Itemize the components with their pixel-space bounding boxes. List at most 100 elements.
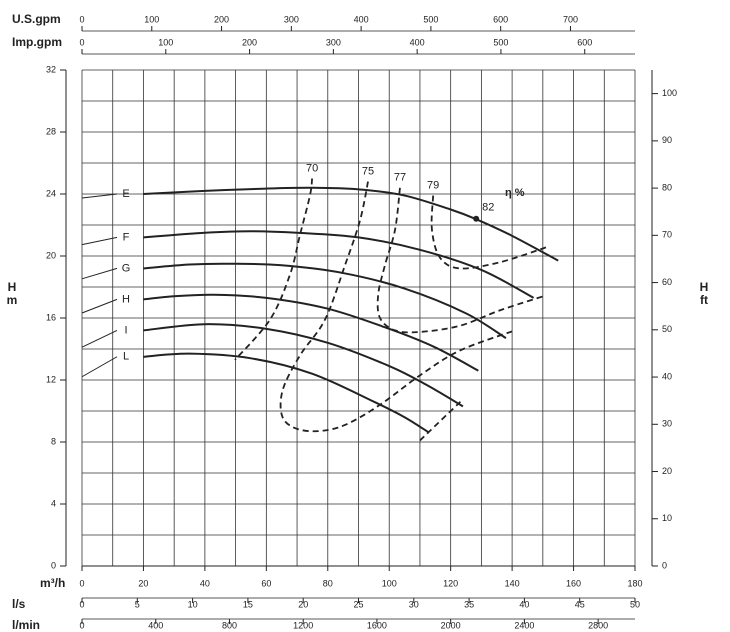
y2-tick-label: 10 bbox=[662, 513, 672, 523]
secondary-tick-label: 45 bbox=[575, 599, 585, 609]
secondary-tick-label: 100 bbox=[158, 37, 173, 47]
secondary-tick-label: 0 bbox=[79, 37, 84, 47]
curve-label: I bbox=[124, 324, 127, 336]
axis-label: Imp.gpm bbox=[12, 35, 62, 49]
x-tick-label: 0 bbox=[79, 578, 84, 588]
efficiency-point bbox=[473, 215, 480, 222]
y-tick-label: 4 bbox=[51, 498, 56, 508]
efficiency-curve bbox=[279, 181, 516, 433]
x-tick-label: 140 bbox=[505, 578, 520, 588]
curve-leader bbox=[81, 193, 118, 199]
efficiency-curve bbox=[234, 178, 463, 442]
curve-label: E bbox=[122, 188, 129, 200]
curve-leader bbox=[81, 329, 118, 348]
secondary-tick-label: 15 bbox=[243, 599, 253, 609]
head-curve bbox=[143, 262, 507, 339]
secondary-tick-label: 300 bbox=[284, 14, 299, 24]
secondary-tick-label: 600 bbox=[493, 14, 508, 24]
secondary-tick-label: 0 bbox=[79, 620, 84, 630]
head-curve bbox=[143, 352, 430, 434]
secondary-tick-label: 2400 bbox=[514, 620, 534, 630]
secondary-tick-label: 500 bbox=[493, 37, 508, 47]
secondary-tick-label: 800 bbox=[222, 620, 237, 630]
x-tick-label: 60 bbox=[261, 578, 271, 588]
y2-tick-label: 50 bbox=[662, 324, 672, 334]
secondary-tick-label: 500 bbox=[423, 14, 438, 24]
curve-leader bbox=[81, 298, 118, 314]
y2-tick-label: 30 bbox=[662, 419, 672, 429]
efficiency-curve bbox=[430, 195, 549, 270]
efficiency-value: 77 bbox=[394, 172, 406, 184]
x-label: m³/h bbox=[40, 576, 65, 590]
secondary-tick-label: 0 bbox=[79, 14, 84, 24]
secondary-tick-label: 700 bbox=[563, 14, 578, 24]
x-tick-label: 120 bbox=[443, 578, 458, 588]
secondary-tick-label: 10 bbox=[188, 599, 198, 609]
y2-label: H bbox=[700, 280, 709, 294]
x-tick-label: 40 bbox=[200, 578, 210, 588]
secondary-tick-label: 0 bbox=[79, 599, 84, 609]
x-tick-label: 180 bbox=[627, 578, 642, 588]
secondary-tick-label: 20 bbox=[298, 599, 308, 609]
y2-tick-label: 70 bbox=[662, 230, 672, 240]
efficiency-curve bbox=[376, 187, 544, 334]
secondary-tick-label: 400 bbox=[354, 14, 369, 24]
secondary-tick-label: 400 bbox=[148, 620, 163, 630]
secondary-tick-label: 30 bbox=[409, 599, 419, 609]
head-curve bbox=[143, 293, 479, 372]
curve-label: L bbox=[123, 351, 129, 363]
curve-label: G bbox=[122, 262, 131, 274]
secondary-tick-label: 2000 bbox=[441, 620, 461, 630]
secondary-tick-label: 50 bbox=[630, 599, 640, 609]
secondary-tick-label: 40 bbox=[519, 599, 529, 609]
y-tick-label: 0 bbox=[51, 560, 56, 570]
head-curve bbox=[143, 186, 559, 262]
secondary-tick-label: 600 bbox=[577, 37, 592, 47]
axis-label: U.S.gpm bbox=[12, 12, 61, 26]
y2-unit: ft bbox=[700, 293, 708, 307]
efficiency-value: 75 bbox=[362, 166, 374, 178]
secondary-tick-label: 200 bbox=[242, 37, 257, 47]
x-tick-label: 80 bbox=[323, 578, 333, 588]
secondary-tick-label: 400 bbox=[410, 37, 425, 47]
axis-label: l/s bbox=[12, 597, 26, 611]
x-tick-label: 160 bbox=[566, 578, 581, 588]
x-tick-label: 20 bbox=[138, 578, 148, 588]
secondary-tick-label: 300 bbox=[326, 37, 341, 47]
y2-tick-label: 80 bbox=[662, 182, 672, 192]
efficiency-label: η % bbox=[505, 187, 525, 199]
secondary-tick-label: 35 bbox=[464, 599, 474, 609]
y-tick-label: 20 bbox=[46, 250, 56, 260]
y2-tick-label: 0 bbox=[662, 560, 667, 570]
secondary-tick-label: 25 bbox=[353, 599, 363, 609]
secondary-tick-label: 2800 bbox=[588, 620, 608, 630]
y2-tick-label: 20 bbox=[662, 466, 672, 476]
secondary-tick-label: 1200 bbox=[293, 620, 313, 630]
y-label: H bbox=[8, 280, 17, 294]
axis-label: l/min bbox=[12, 618, 40, 632]
curve-leader bbox=[81, 356, 118, 378]
curve-label: F bbox=[123, 231, 130, 243]
secondary-tick-label: 5 bbox=[135, 599, 140, 609]
y-tick-label: 24 bbox=[46, 188, 56, 198]
x-tick-label: 100 bbox=[382, 578, 397, 588]
secondary-tick-label: 1600 bbox=[367, 620, 387, 630]
head-curve bbox=[143, 323, 464, 408]
y2-tick-label: 40 bbox=[662, 371, 672, 381]
curve-leader bbox=[81, 267, 118, 280]
y2-tick-label: 60 bbox=[662, 277, 672, 287]
y-tick-label: 16 bbox=[46, 312, 56, 322]
y-tick-label: 28 bbox=[46, 126, 56, 136]
y2-tick-label: 100 bbox=[662, 88, 677, 98]
y-tick-label: 32 bbox=[46, 64, 56, 74]
secondary-tick-label: 200 bbox=[214, 14, 229, 24]
y-tick-label: 12 bbox=[46, 374, 56, 384]
y-tick-label: 8 bbox=[51, 436, 56, 446]
curve-leader bbox=[81, 236, 118, 246]
efficiency-value: 70 bbox=[306, 162, 318, 174]
y2-tick-label: 90 bbox=[662, 135, 672, 145]
secondary-tick-label: 100 bbox=[144, 14, 159, 24]
point-label: 82 bbox=[482, 202, 494, 214]
curve-label: H bbox=[122, 293, 130, 305]
